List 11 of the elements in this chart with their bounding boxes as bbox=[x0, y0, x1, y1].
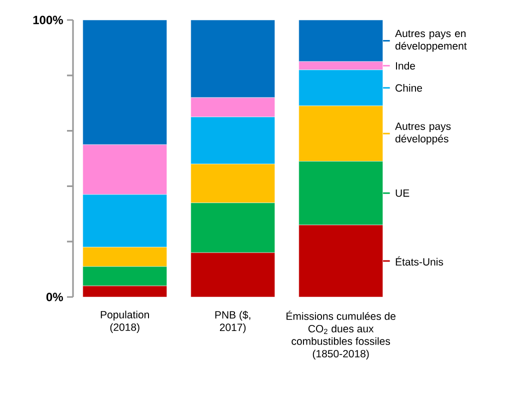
x-tick-label: Population (2018) bbox=[100, 310, 149, 333]
legend-label: États-Unis bbox=[396, 256, 444, 266]
x-tick-label: Émissions cumulées de CO$_{2}$ dues aux combustibles fossiles (1850-2018) bbox=[286, 310, 396, 360]
legend-label: Inde bbox=[396, 62, 416, 70]
series-label: Autres pays en développement bbox=[395, 30, 467, 52]
y-tick-label: 0% bbox=[46, 292, 63, 302]
x-tick-label: PNB ($, 2017) bbox=[215, 310, 250, 334]
y-tick-label: 100% bbox=[33, 16, 63, 24]
legend-label: Chine bbox=[396, 84, 422, 92]
legend-label: Autres pays développés bbox=[395, 122, 451, 145]
legend-label: UE bbox=[396, 189, 410, 197]
